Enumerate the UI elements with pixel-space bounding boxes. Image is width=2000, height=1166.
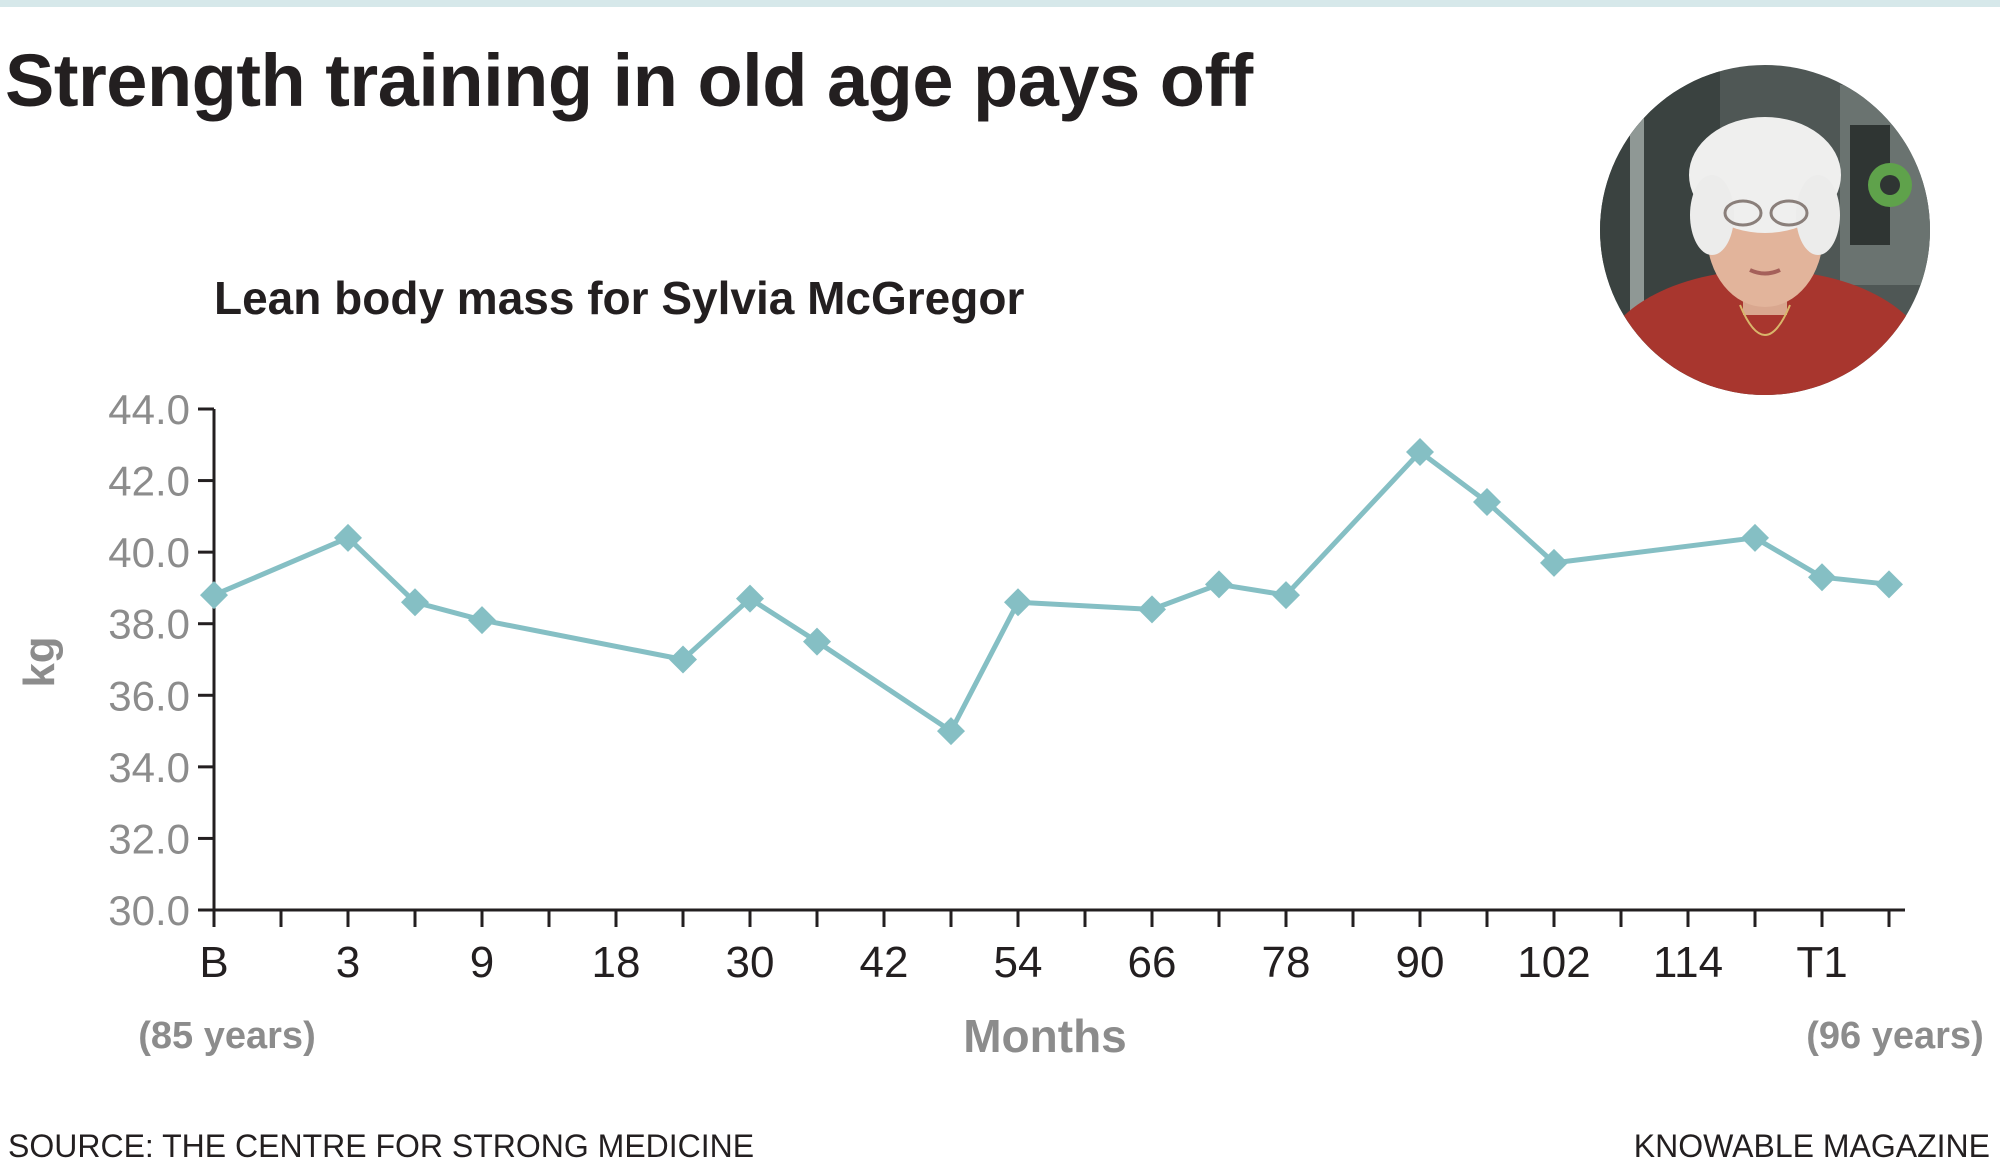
x-tick-label: 3 <box>336 938 360 987</box>
publisher-credit: KNOWABLE MAGAZINE <box>1633 1128 1990 1164</box>
data-point-marker <box>1540 548 1568 577</box>
y-tick-label: 42.0 <box>108 458 190 505</box>
data-point-marker <box>937 717 965 746</box>
data-point-marker <box>1205 570 1233 599</box>
x-tick-label: 114 <box>1653 938 1723 987</box>
y-tick-label: 40.0 <box>108 529 190 576</box>
y-tick-label: 32.0 <box>108 815 190 862</box>
data-point-marker <box>200 581 228 610</box>
data-point-marker <box>468 606 496 635</box>
data-point-marker <box>736 584 764 613</box>
x-tick-label: B <box>199 938 228 987</box>
data-point-marker <box>1138 595 1166 624</box>
data-point-marker <box>1473 488 1501 517</box>
x-axis-label: Months <box>963 1010 1127 1062</box>
x-tick-label: 66 <box>1128 938 1177 987</box>
data-point-marker <box>1808 563 1836 592</box>
data-point-marker <box>1004 588 1032 617</box>
x-tick-label: T1 <box>1796 938 1847 987</box>
data-point-marker <box>669 645 697 674</box>
x-tick-label: 42 <box>860 938 909 987</box>
top-rule <box>0 0 2000 7</box>
x-tick-label: 9 <box>470 938 494 987</box>
y-tick-label: 30.0 <box>108 887 190 934</box>
y-tick-label: 38.0 <box>108 601 190 648</box>
x-axis: B 3 9 18 30 42 54 66 78 90 102 114 T1 <box>199 908 1905 987</box>
data-point-marker <box>1875 570 1903 599</box>
headline: Strength training in old age pays off <box>5 39 1253 122</box>
data-point-marker <box>1272 581 1300 610</box>
x-tick-label: 30 <box>726 938 775 987</box>
x-tick-label: 90 <box>1396 938 1445 987</box>
data-point-marker <box>803 627 831 656</box>
x-tick-label: 78 <box>1262 938 1311 987</box>
data-point-marker <box>1741 523 1769 552</box>
y-axis-label: kg <box>15 636 64 687</box>
x-tick-label: 102 <box>1517 938 1590 987</box>
data-point-marker <box>401 588 429 617</box>
y-tick-label: 34.0 <box>108 744 190 791</box>
data-series <box>200 437 1903 746</box>
x-start-note: (85 years) <box>138 1015 315 1057</box>
x-tick-label: 18 <box>592 938 641 987</box>
x-tick-label: 54 <box>994 938 1043 987</box>
portrait-photo-icon <box>1600 65 1930 395</box>
chart-title: Lean body mass for Sylvia McGregor <box>214 272 1024 324</box>
source-note: SOURCE: THE CENTRE FOR STRONG MEDICINE <box>8 1128 755 1164</box>
y-tick-label: 36.0 <box>108 672 190 719</box>
data-point-marker <box>334 523 362 552</box>
y-axis: 30.0 32.0 34.0 36.0 38.0 40.0 42.0 44.0 <box>108 386 216 934</box>
y-tick-label: 44.0 <box>108 386 190 433</box>
series-line <box>213 449 1890 734</box>
x-end-note: (96 years) <box>1806 1015 1983 1057</box>
data-point-marker <box>1406 437 1434 466</box>
